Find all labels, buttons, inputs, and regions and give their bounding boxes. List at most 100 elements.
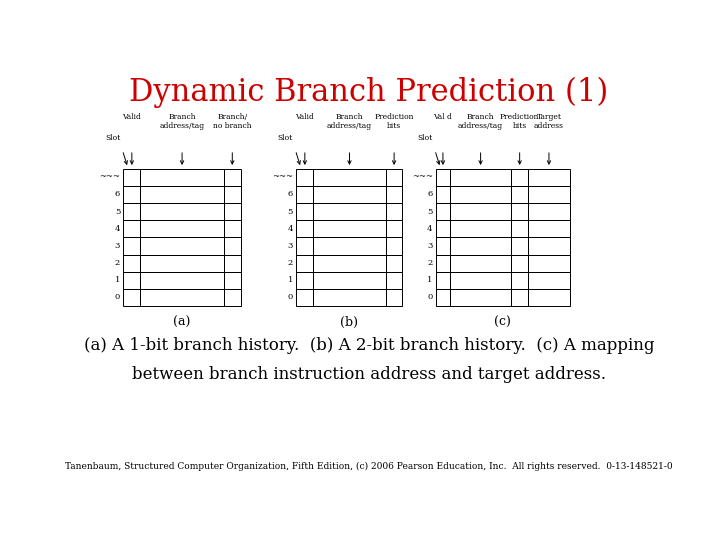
Bar [297, 168, 313, 186]
Text: Valid: Valid [295, 113, 314, 120]
Bar [297, 254, 313, 272]
Bar [386, 203, 402, 220]
Text: (a) A 1-bit branch history.  (b) A 2-bit branch history.  (c) A mapping: (a) A 1-bit branch history. (b) A 2-bit … [84, 337, 654, 354]
Bar [436, 254, 450, 272]
Bar [528, 254, 570, 272]
Bar [528, 186, 570, 203]
Text: 4: 4 [427, 225, 433, 233]
Bar [297, 238, 313, 254]
Text: 5: 5 [288, 207, 293, 215]
Bar [511, 203, 528, 220]
Bar [124, 289, 140, 306]
Bar [386, 272, 402, 289]
Bar [124, 168, 140, 186]
Bar [297, 272, 313, 289]
Bar [436, 220, 450, 238]
Bar [450, 168, 511, 186]
Bar [313, 254, 386, 272]
Bar [140, 254, 224, 272]
Bar [297, 203, 313, 220]
Text: Prediction
bits: Prediction bits [500, 113, 539, 130]
Text: 2: 2 [288, 259, 293, 267]
Bar [528, 168, 570, 186]
Text: 0: 0 [115, 293, 120, 301]
Bar [297, 186, 313, 203]
Bar [124, 220, 140, 238]
Bar [297, 220, 313, 238]
Bar [124, 238, 140, 254]
Text: (c): (c) [495, 316, 511, 329]
Text: 5: 5 [427, 207, 433, 215]
Text: Slot: Slot [278, 134, 293, 141]
Text: 2: 2 [428, 259, 433, 267]
Text: 3: 3 [427, 242, 433, 250]
Bar [436, 203, 450, 220]
Bar [124, 254, 140, 272]
Bar [450, 186, 511, 203]
Bar [140, 272, 224, 289]
Text: Slot: Slot [105, 134, 120, 141]
Bar [224, 238, 240, 254]
Text: Slot: Slot [418, 134, 433, 141]
Text: 0: 0 [428, 293, 433, 301]
Bar [511, 186, 528, 203]
Bar [436, 289, 450, 306]
Bar [528, 272, 570, 289]
Text: 6: 6 [115, 191, 120, 199]
Bar [511, 289, 528, 306]
Bar [511, 272, 528, 289]
Bar [450, 220, 511, 238]
Bar [386, 238, 402, 254]
Text: ~~~: ~~~ [412, 173, 433, 181]
Text: between branch instruction address and target address.: between branch instruction address and t… [132, 366, 606, 383]
Text: 0: 0 [288, 293, 293, 301]
Text: ~~~: ~~~ [272, 173, 293, 181]
Bar [313, 203, 386, 220]
Bar [436, 186, 450, 203]
Bar [140, 289, 224, 306]
Text: Valid: Valid [122, 113, 141, 120]
Bar [313, 168, 386, 186]
Text: 4: 4 [114, 225, 120, 233]
Bar [224, 289, 240, 306]
Bar [297, 289, 313, 306]
Bar [124, 272, 140, 289]
Text: Branch
address/tag: Branch address/tag [160, 113, 204, 130]
Text: 3: 3 [114, 242, 120, 250]
Bar [224, 220, 240, 238]
Bar [511, 254, 528, 272]
Bar [436, 272, 450, 289]
Bar [450, 254, 511, 272]
Text: Val d: Val d [433, 113, 452, 120]
Bar [436, 238, 450, 254]
Bar [528, 238, 570, 254]
Bar [124, 186, 140, 203]
Bar [528, 220, 570, 238]
Text: ~~~: ~~~ [99, 173, 120, 181]
Bar [450, 272, 511, 289]
Bar [313, 220, 386, 238]
Bar [511, 238, 528, 254]
Bar [224, 168, 240, 186]
Bar [450, 289, 511, 306]
Bar [450, 238, 511, 254]
Text: Target
address: Target address [534, 113, 564, 130]
Text: Branch
address/tag: Branch address/tag [458, 113, 503, 130]
Text: Dynamic Branch Prediction (1): Dynamic Branch Prediction (1) [130, 77, 608, 109]
Bar [450, 203, 511, 220]
Text: 6: 6 [288, 191, 293, 199]
Bar [124, 203, 140, 220]
Bar [313, 289, 386, 306]
Bar [386, 254, 402, 272]
Text: 5: 5 [114, 207, 120, 215]
Text: 1: 1 [114, 276, 120, 284]
Bar [140, 238, 224, 254]
Text: 1: 1 [288, 276, 293, 284]
Text: Branch
address/tag: Branch address/tag [327, 113, 372, 130]
Bar [528, 289, 570, 306]
Text: (a): (a) [174, 316, 191, 329]
Bar [140, 186, 224, 203]
Bar [140, 203, 224, 220]
Text: (b): (b) [341, 316, 359, 329]
Bar [511, 220, 528, 238]
